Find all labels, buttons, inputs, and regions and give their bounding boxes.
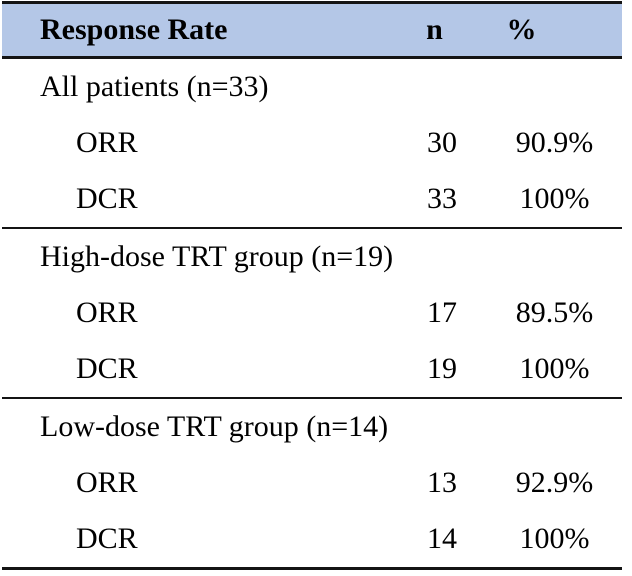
- table-row: ORR 17 89.5%: [2, 285, 622, 341]
- section-title-row: All patients (n=33): [2, 59, 622, 115]
- row-value-percent: 90.9%: [515, 126, 594, 159]
- section-title-row: Low-dose TRT group (n=14): [2, 399, 622, 455]
- column-header-response-rate: Response Rate: [40, 13, 228, 46]
- row-label: ORR: [76, 296, 138, 329]
- section-title-row: High-dose TRT group (n=19): [2, 229, 622, 285]
- row-label: ORR: [76, 466, 138, 499]
- row-value-n: 14: [427, 522, 457, 555]
- row-label: ORR: [76, 126, 138, 159]
- section-title: All patients (n=33): [40, 70, 269, 103]
- table-row: ORR 30 90.9%: [2, 115, 622, 171]
- row-value-percent: 89.5%: [515, 296, 594, 329]
- row-value-percent: 100%: [519, 522, 590, 555]
- section-title: Low-dose TRT group (n=14): [40, 410, 389, 443]
- row-value-percent: 100%: [519, 182, 590, 215]
- table-row: ORR 13 92.9%: [2, 455, 622, 511]
- table-row: DCR 14 100%: [2, 511, 622, 567]
- column-header-n: n: [426, 13, 443, 46]
- table-row: DCR 19 100%: [2, 341, 622, 397]
- column-header-percent: %: [506, 13, 537, 46]
- row-label: DCR: [76, 352, 138, 385]
- table-row: DCR 33 100%: [2, 171, 622, 227]
- row-value-n: 17: [427, 296, 457, 329]
- section-low-dose: Low-dose TRT group (n=14) ORR 13 92.9% D…: [2, 399, 622, 567]
- row-value-percent: 100%: [519, 352, 590, 385]
- row-value-n: 30: [427, 126, 457, 159]
- section-title: High-dose TRT group (n=19): [40, 240, 394, 273]
- table-header-row: Response Rate n %: [2, 4, 622, 59]
- response-rate-table: Response Rate n % All patients (n=33) OR…: [2, 1, 622, 570]
- section-all-patients: All patients (n=33) ORR 30 90.9% DCR 33 …: [2, 59, 622, 229]
- row-value-n: 33: [427, 182, 457, 215]
- row-label: DCR: [76, 522, 138, 555]
- row-value-percent: 92.9%: [515, 466, 594, 499]
- row-value-n: 19: [427, 352, 457, 385]
- row-label: DCR: [76, 182, 138, 215]
- row-value-n: 13: [427, 466, 457, 499]
- section-high-dose: High-dose TRT group (n=19) ORR 17 89.5% …: [2, 229, 622, 399]
